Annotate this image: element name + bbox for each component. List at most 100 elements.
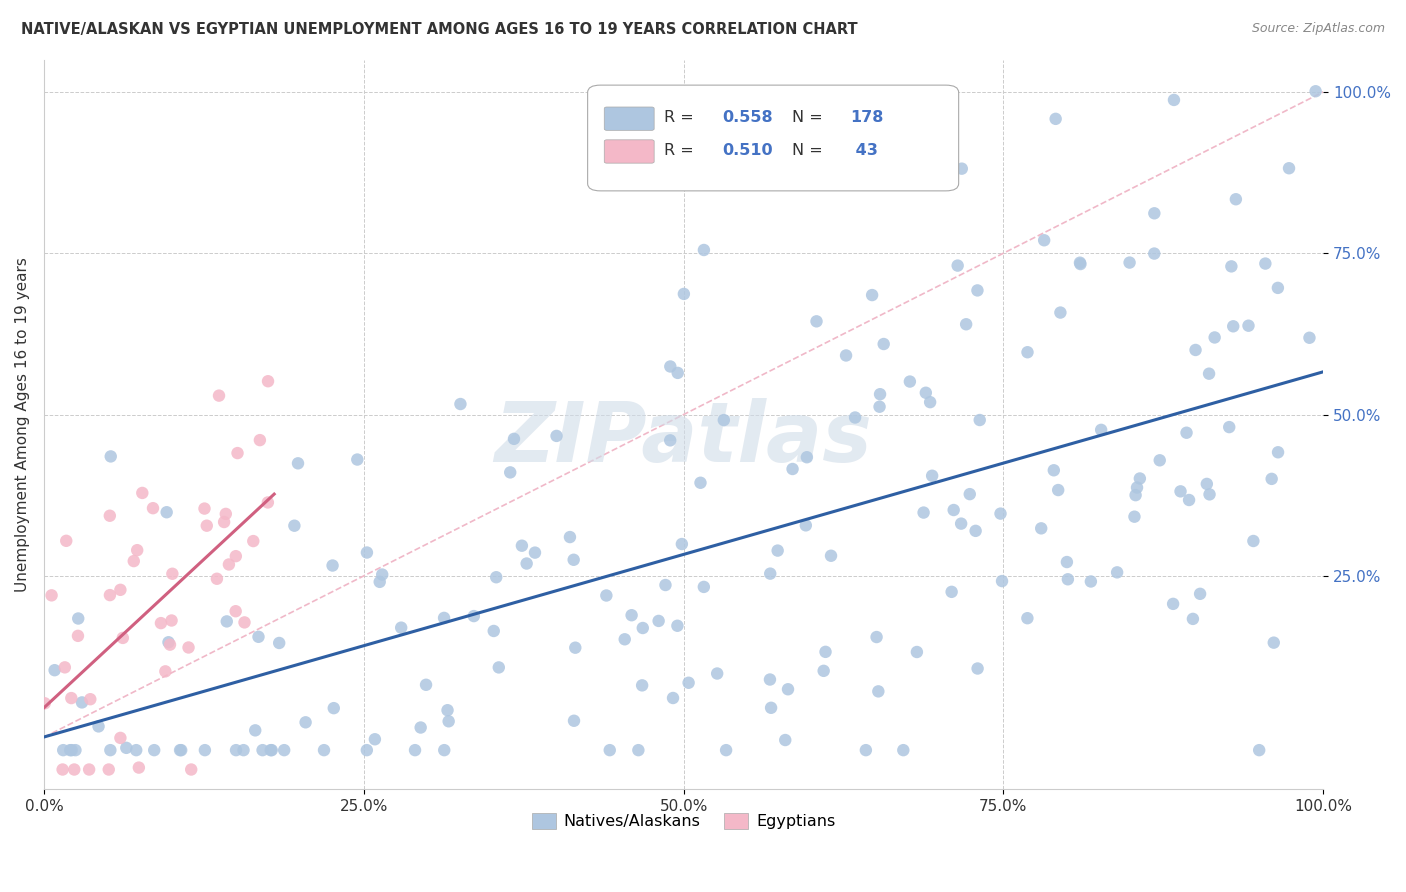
- Point: [873, 337, 896, 351]
- Point: [169, 743, 191, 757]
- Point: [794, 518, 817, 533]
- Point: [1267, 281, 1289, 295]
- Point: [523, 546, 546, 560]
- Point: [1161, 597, 1184, 611]
- Point: [257, 374, 280, 388]
- Point: [1241, 533, 1264, 548]
- Point: [482, 624, 505, 638]
- Point: [260, 743, 283, 757]
- Point: [950, 161, 973, 176]
- Point: [672, 286, 695, 301]
- Point: [869, 387, 891, 401]
- Point: [1184, 343, 1206, 357]
- Point: [689, 475, 711, 490]
- Point: [312, 743, 335, 757]
- Point: [215, 615, 238, 629]
- Point: [364, 732, 387, 747]
- Point: [156, 505, 179, 519]
- Text: Source: ZipAtlas.com: Source: ZipAtlas.com: [1251, 22, 1385, 36]
- Point: [564, 640, 586, 655]
- Point: [55, 533, 77, 548]
- Point: [1305, 84, 1327, 98]
- Point: [662, 691, 685, 706]
- Point: [125, 743, 148, 757]
- Point: [162, 566, 184, 581]
- Point: [1126, 481, 1149, 495]
- Point: [868, 684, 890, 698]
- Point: [1267, 445, 1289, 459]
- Point: [1090, 423, 1112, 437]
- Point: [659, 359, 682, 374]
- Point: [806, 314, 828, 328]
- Point: [666, 619, 689, 633]
- Point: [1198, 367, 1220, 381]
- Point: [225, 549, 247, 564]
- FancyBboxPatch shape: [605, 140, 654, 163]
- Point: [990, 507, 1012, 521]
- Point: [65, 743, 87, 757]
- Point: [294, 715, 316, 730]
- Point: [208, 389, 231, 403]
- Point: [813, 664, 835, 678]
- Point: [1178, 493, 1201, 508]
- Point: [77, 763, 100, 777]
- Point: [516, 557, 538, 571]
- Point: [205, 572, 228, 586]
- Point: [1033, 233, 1056, 247]
- Point: [155, 665, 177, 679]
- Point: [245, 723, 267, 738]
- Point: [1031, 521, 1053, 535]
- Point: [855, 743, 877, 757]
- Point: [1049, 305, 1071, 319]
- Point: [775, 733, 797, 747]
- Point: [776, 682, 799, 697]
- Text: 0.510: 0.510: [721, 144, 772, 158]
- Point: [946, 259, 969, 273]
- Text: NATIVE/ALASKAN VS EGYPTIAN UNEMPLOYMENT AMONG AGES 16 TO 19 YEARS CORRELATION CH: NATIVE/ALASKAN VS EGYPTIAN UNEMPLOYMENT …: [21, 22, 858, 37]
- Point: [693, 243, 716, 257]
- Point: [941, 585, 963, 599]
- Point: [194, 743, 217, 757]
- Point: [60, 691, 83, 706]
- Point: [212, 515, 235, 529]
- Point: [247, 630, 270, 644]
- Point: [97, 763, 120, 777]
- Point: [666, 366, 689, 380]
- Point: [225, 604, 247, 618]
- Point: [143, 743, 166, 757]
- Point: [796, 450, 818, 465]
- Point: [558, 530, 581, 544]
- Point: [371, 567, 394, 582]
- Point: [1189, 587, 1212, 601]
- Point: [599, 743, 621, 757]
- FancyBboxPatch shape: [588, 85, 959, 191]
- Text: R =: R =: [665, 111, 699, 126]
- Point: [215, 507, 238, 521]
- Point: [714, 743, 737, 757]
- Point: [955, 318, 977, 332]
- Point: [659, 434, 682, 448]
- Point: [70, 695, 93, 709]
- Point: [283, 518, 305, 533]
- Point: [436, 703, 458, 717]
- Point: [433, 611, 456, 625]
- Point: [53, 660, 76, 674]
- Point: [678, 675, 700, 690]
- Point: [912, 506, 935, 520]
- Text: 178: 178: [849, 111, 883, 126]
- Point: [44, 663, 66, 677]
- Point: [218, 558, 240, 572]
- Point: [844, 410, 866, 425]
- Point: [1181, 612, 1204, 626]
- Point: [671, 537, 693, 551]
- Point: [613, 632, 636, 647]
- Point: [142, 501, 165, 516]
- Point: [914, 385, 936, 400]
- Point: [242, 534, 264, 549]
- Point: [1125, 488, 1147, 502]
- Point: [959, 487, 981, 501]
- Point: [1047, 483, 1070, 497]
- Point: [409, 721, 432, 735]
- Point: [966, 661, 988, 675]
- Point: [860, 288, 883, 302]
